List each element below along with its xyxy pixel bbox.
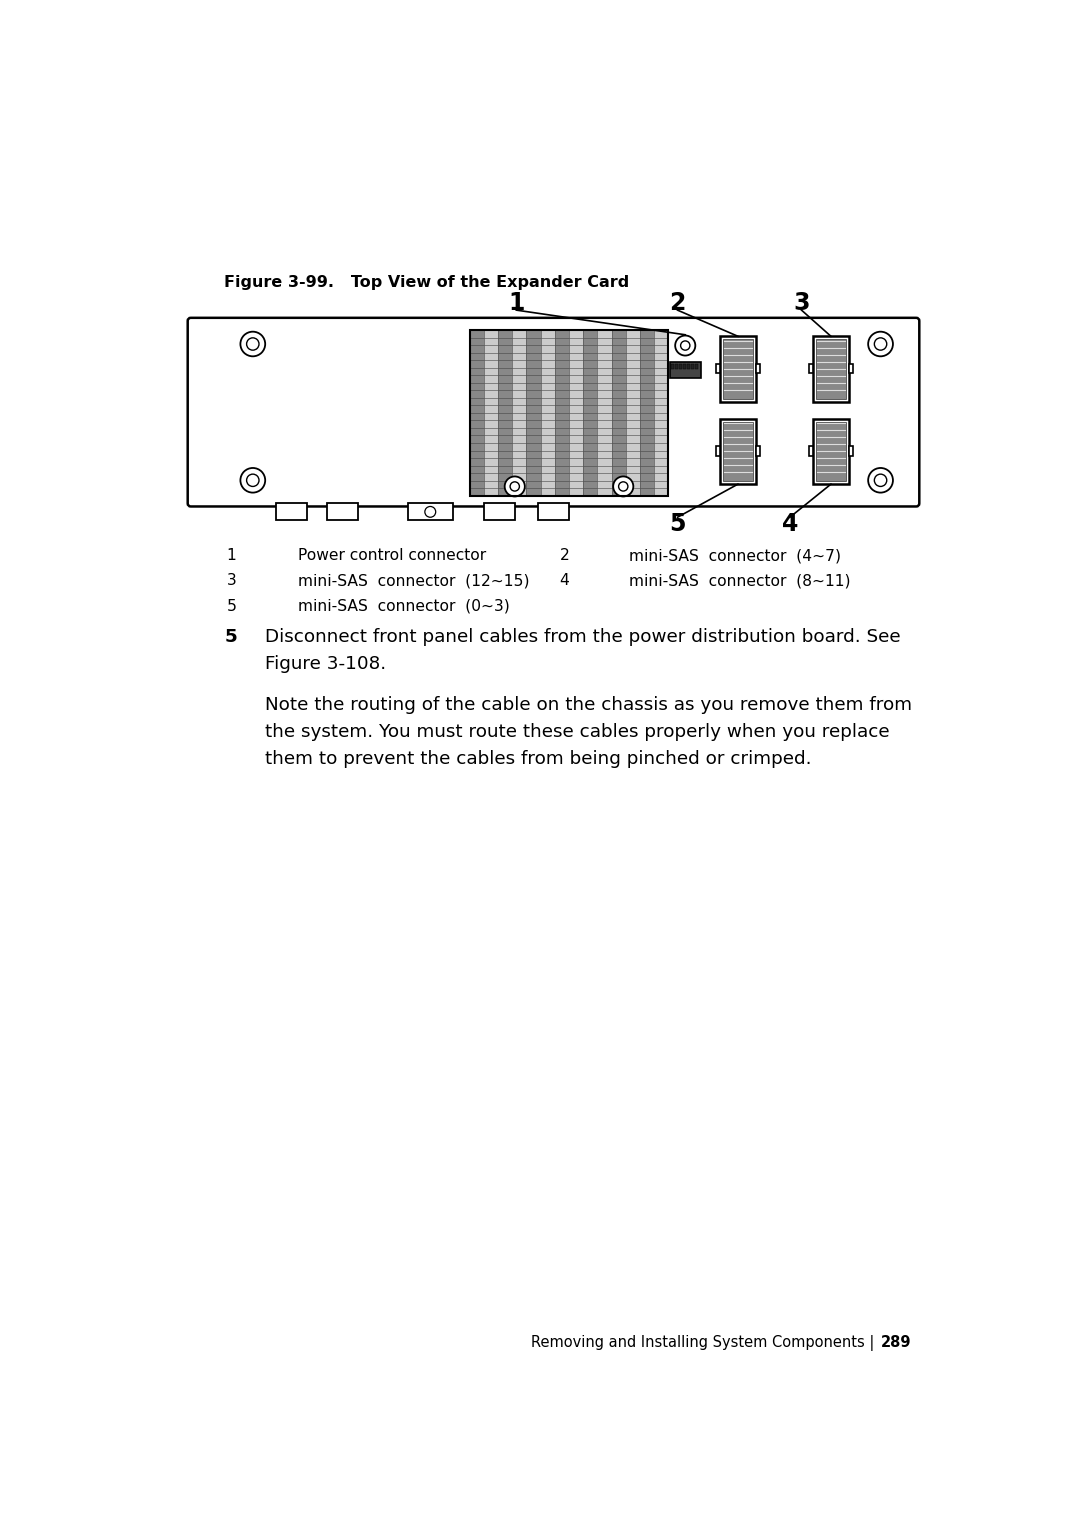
Circle shape [675, 336, 696, 355]
Bar [720, 337, 756, 401]
Text: mini-SAS  connector  (4~7): mini-SAS connector (4~7) [630, 548, 841, 564]
Circle shape [875, 473, 887, 487]
Bar [720, 418, 756, 484]
Bar [470, 329, 484, 496]
Bar [696, 365, 698, 369]
Bar [597, 329, 611, 496]
Text: Figure 3-108.: Figure 3-108. [266, 656, 387, 673]
Bar [816, 421, 846, 481]
Bar [276, 504, 307, 521]
Bar [555, 329, 569, 496]
Bar [541, 329, 555, 496]
Circle shape [504, 476, 525, 496]
Bar [470, 329, 669, 496]
Text: 2: 2 [670, 291, 686, 316]
Text: 5: 5 [225, 628, 237, 647]
Bar [408, 504, 453, 521]
Bar [484, 504, 515, 521]
Circle shape [868, 467, 893, 493]
Circle shape [246, 473, 259, 487]
Bar [672, 365, 674, 369]
Bar [611, 329, 625, 496]
Circle shape [241, 467, 266, 493]
Bar [816, 340, 846, 398]
Bar [849, 365, 852, 374]
Circle shape [868, 332, 893, 357]
Circle shape [619, 483, 627, 492]
Bar [684, 365, 686, 369]
Text: 289: 289 [880, 1334, 912, 1350]
Bar [569, 329, 583, 496]
Bar [724, 340, 753, 398]
Text: 1: 1 [508, 291, 525, 316]
Circle shape [875, 339, 887, 351]
Text: Note the routing of the cable on the chassis as you remove them from: Note the routing of the cable on the cha… [266, 696, 913, 714]
Bar [691, 365, 694, 369]
Text: 5: 5 [670, 512, 686, 536]
Text: 1: 1 [227, 548, 237, 564]
Circle shape [613, 476, 633, 496]
Bar [639, 329, 654, 496]
Bar [670, 363, 701, 378]
Bar [809, 446, 813, 455]
Text: mini-SAS  connector  (8~11): mini-SAS connector (8~11) [630, 573, 851, 588]
Bar [679, 365, 683, 369]
Circle shape [246, 339, 259, 351]
Bar [498, 329, 512, 496]
Text: Power control connector: Power control connector [298, 548, 486, 564]
Text: Removing and Installing System Components |: Removing and Installing System Component… [531, 1334, 879, 1351]
Text: 2: 2 [559, 548, 569, 564]
Text: mini-SAS  connector  (0~3): mini-SAS connector (0~3) [298, 599, 510, 614]
Bar [625, 329, 639, 496]
Bar [654, 329, 669, 496]
Text: 4: 4 [782, 512, 798, 536]
Bar [583, 329, 597, 496]
Bar [675, 365, 678, 369]
Bar [526, 329, 541, 496]
Bar [756, 365, 759, 374]
Text: 4: 4 [559, 573, 569, 588]
Text: the system. You must route these cables properly when you replace: the system. You must route these cables … [266, 723, 890, 741]
Bar [756, 446, 759, 455]
FancyBboxPatch shape [188, 317, 919, 507]
Bar [538, 504, 569, 521]
Bar [849, 446, 852, 455]
Bar [327, 504, 359, 521]
Text: them to prevent the cables from being pinched or crimped.: them to prevent the cables from being pi… [266, 749, 812, 768]
Text: 3: 3 [793, 291, 810, 316]
Circle shape [241, 332, 266, 357]
Bar [716, 365, 720, 374]
Bar [512, 329, 526, 496]
Text: mini-SAS  connector  (12~15): mini-SAS connector (12~15) [298, 573, 529, 588]
Bar [724, 421, 753, 481]
Bar [470, 329, 669, 496]
Bar [687, 365, 690, 369]
Bar [813, 337, 849, 401]
Text: 5: 5 [227, 599, 237, 614]
Text: Figure 3-99.   Top View of the Expander Card: Figure 3-99. Top View of the Expander Ca… [225, 274, 630, 290]
Text: Disconnect front panel cables from the power distribution board. See: Disconnect front panel cables from the p… [266, 628, 901, 647]
Bar [716, 446, 720, 455]
Circle shape [424, 507, 435, 518]
Bar [809, 365, 813, 374]
Circle shape [510, 483, 519, 492]
Circle shape [680, 342, 690, 351]
Text: 3: 3 [227, 573, 237, 588]
Bar [484, 329, 498, 496]
Bar [813, 418, 849, 484]
